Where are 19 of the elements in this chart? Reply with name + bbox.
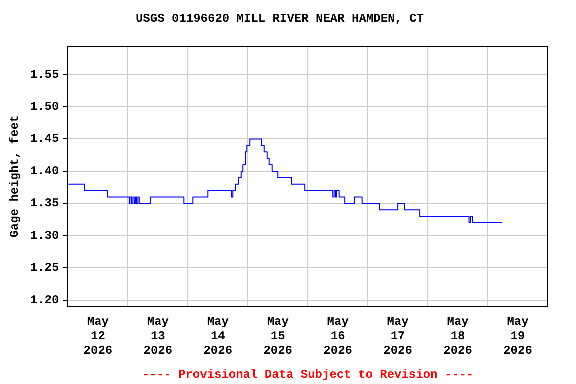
y-tick-label: 1.50 bbox=[30, 100, 60, 114]
y-tick-label: 1.55 bbox=[30, 68, 60, 82]
x-tick-label: May 17 2026 bbox=[384, 315, 412, 358]
x-tick-label: May 14 2026 bbox=[204, 315, 233, 358]
y-tick-label: 1.30 bbox=[30, 228, 60, 243]
y-axis-title: Gage height, feet bbox=[8, 115, 22, 238]
x-tick-label: May 13 2026 bbox=[144, 315, 173, 358]
y-tick-label: 1.40 bbox=[30, 164, 60, 178]
x-tick-label: May 12 2026 bbox=[84, 315, 113, 358]
chart-title: USGS 01196620 MILL RIVER NEAR HAMDEN, CT bbox=[136, 12, 424, 26]
x-tick-label: May 18 2026 bbox=[444, 315, 472, 358]
x-tick-label: May 16 2026 bbox=[324, 315, 352, 358]
x-tick-label: May 19 2026 bbox=[504, 315, 532, 358]
y-tick-label: 1.20 bbox=[30, 293, 60, 308]
y-tick-label: 1.25 bbox=[30, 261, 60, 276]
y-tick-label: 1.45 bbox=[30, 132, 60, 146]
y-tick-label: 1.35 bbox=[30, 196, 60, 211]
text: ---- Provisional Data Subject to Revision ---- bbox=[142, 368, 474, 382]
x-tick-label: May 15 2026 bbox=[264, 315, 293, 358]
